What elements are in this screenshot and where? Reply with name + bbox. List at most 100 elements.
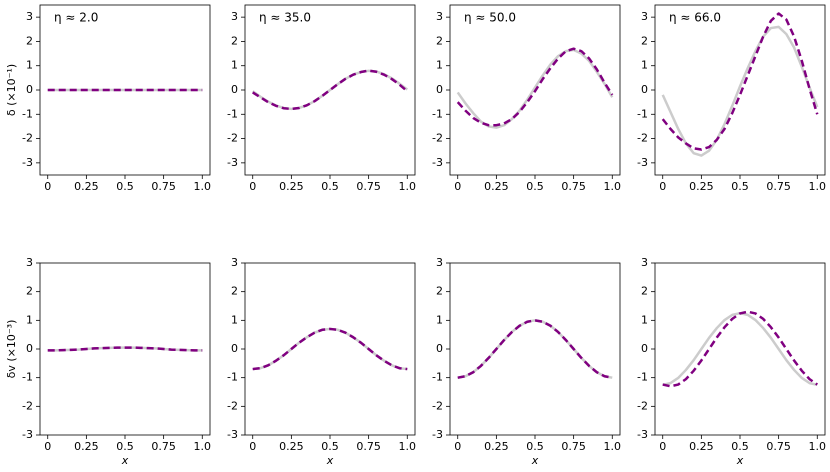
y-tick-label: 1 [641,313,648,326]
x-tick-label: 0.5 [526,180,544,193]
x-axis-label: x [531,454,539,467]
y-tick-label: -2 [22,132,33,145]
y-tick-label: 2 [231,285,238,298]
y-tick-label: 3 [641,256,648,269]
y-tick-label: -1 [227,107,238,120]
y-tick-label: 3 [641,10,648,23]
data-line [662,311,818,387]
x-tick-label: 0.25 [689,180,714,193]
x-tick-label: 0.25 [484,440,509,453]
y-tick-label: 3 [436,256,443,269]
y-tick-label: 0 [231,83,238,96]
x-tick-label: 1.0 [604,180,622,193]
y-tick-label: -1 [227,371,238,384]
y-tick-label: -2 [637,132,648,145]
y-tick-label: 0 [26,342,33,355]
y-tick-label: -1 [637,371,648,384]
x-tick-label: 0.5 [116,180,134,193]
y-tick-label: -1 [432,107,443,120]
y-tick-label: -3 [227,428,238,441]
y-tick-label: 2 [231,34,238,47]
data-line [456,47,614,127]
x-tick-label: 0.75 [766,180,791,193]
y-tick-label: 2 [26,285,33,298]
y-tick-label: -3 [432,428,443,441]
x-tick-label: 1.0 [194,180,212,193]
y-tick-label: 1 [26,59,33,72]
y-tick-label: -2 [227,399,238,412]
y-tick-label: 0 [436,342,443,355]
y-tick-label: -3 [637,156,648,169]
y-tick-label: -1 [432,371,443,384]
y-axis-label: δv (×10⁻³) [5,320,18,379]
annotation: η ≈ 66.0 [669,11,721,25]
y-tick-label: 3 [26,10,33,23]
data-line [456,48,614,129]
x-tick-label: 0.75 [151,180,176,193]
y-tick-label: 0 [436,83,443,96]
data-line [252,327,408,371]
data-line [661,12,819,151]
x-tick-label: 0 [454,180,461,193]
x-tick-label: 0 [454,440,461,453]
x-tick-label: 1.0 [399,180,417,193]
y-tick-label: -3 [22,428,33,441]
y-tick-label: 2 [26,34,33,47]
y-tick-label: -1 [637,107,648,120]
x-axis-label: x [736,454,744,467]
x-tick-label: 0.25 [279,440,304,453]
x-tick-label: 0.5 [526,440,544,453]
y-tick-label: 2 [436,285,443,298]
y-tick-label: 3 [231,10,238,23]
y-tick-label: 3 [436,10,443,23]
x-tick-label: 0 [44,440,51,453]
x-tick-label: 1.0 [604,440,622,453]
x-tick-label: 0.75 [356,180,381,193]
x-tick-label: 0.25 [74,180,99,193]
y-tick-label: -3 [227,156,238,169]
y-tick-label: 0 [231,342,238,355]
x-axis-label: x [326,454,334,467]
x-tick-label: 0.25 [689,440,714,453]
x-tick-label: 0.25 [484,180,509,193]
x-tick-label: 0.75 [561,180,586,193]
y-tick-label: -3 [22,156,33,169]
y-tick-label: 3 [231,256,238,269]
x-tick-label: 0 [249,440,256,453]
y-tick-label: 1 [436,59,443,72]
data-line [252,327,408,371]
x-tick-label: 0.75 [561,440,586,453]
x-tick-label: 0 [249,180,256,193]
data-line [47,346,203,352]
x-tick-label: 0.25 [279,180,304,193]
y-tick-label: 0 [26,83,33,96]
axes-frame [244,262,416,436]
y-tick-label: -3 [637,428,648,441]
annotation: η ≈ 2.0 [54,11,98,25]
x-tick-label: 0 [44,180,51,193]
axes-frame [654,262,826,436]
annotation: η ≈ 35.0 [259,11,311,25]
y-tick-label: 2 [436,34,443,47]
y-axis-label: δ (×10⁻¹) [5,64,18,116]
x-tick-label: 1.0 [194,440,212,453]
y-tick-label: -2 [227,132,238,145]
x-tick-label: 0.5 [731,440,749,453]
x-tick-label: 0.75 [151,440,176,453]
x-tick-label: 0.5 [731,180,749,193]
x-tick-label: 0.75 [766,440,791,453]
axes-frame [654,4,826,176]
x-tick-label: 1.0 [399,440,417,453]
x-tick-label: 1.0 [809,180,827,193]
x-tick-label: 0 [659,180,666,193]
y-tick-label: 0 [641,342,648,355]
y-tick-label: 1 [26,313,33,326]
axes-frame [449,262,621,436]
data-line [251,69,409,111]
data-line [252,69,409,111]
y-tick-label: 1 [641,59,648,72]
y-tick-label: -2 [432,399,443,412]
y-tick-label: 1 [436,313,443,326]
y-tick-label: -3 [432,156,443,169]
